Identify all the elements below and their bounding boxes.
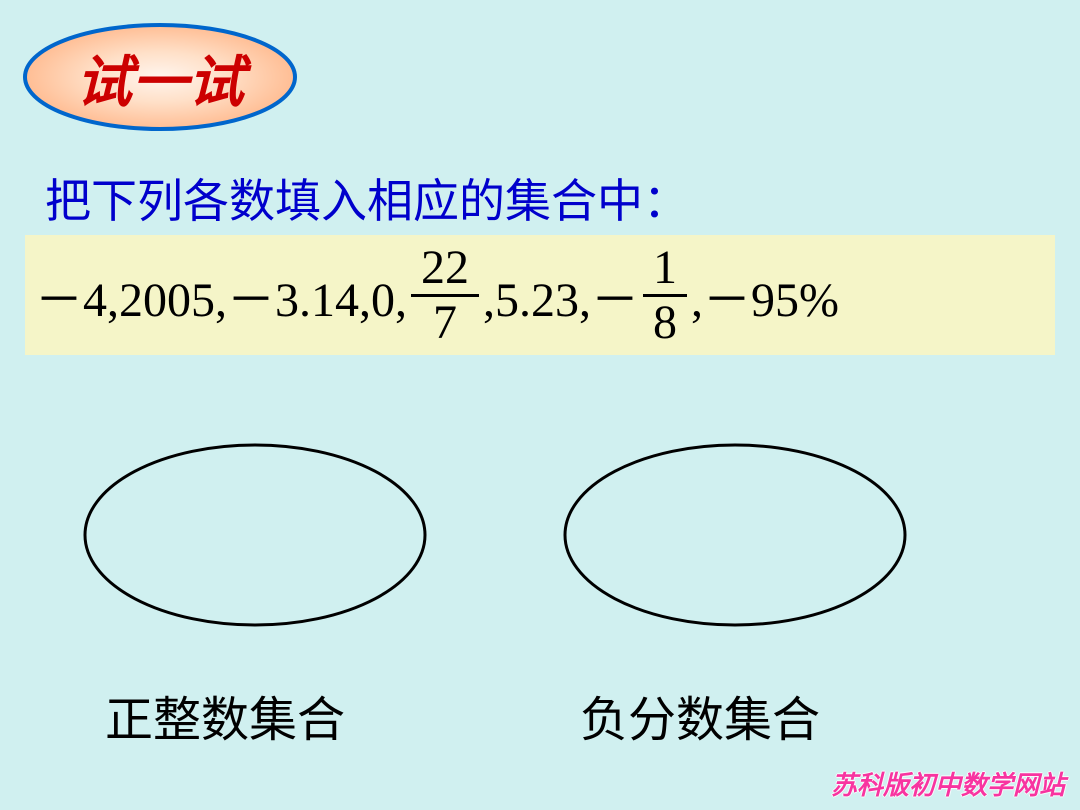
- instruction-text: 把下列各数填入相应的集合中：: [45, 165, 689, 231]
- left-set-ellipse: [80, 440, 430, 630]
- title-badge: 试一试: [20, 20, 300, 135]
- right-set-label: 负分数集合: [580, 680, 820, 750]
- number-list-box: －4,2005,－3.14,0,227,5.23,－18,－95%: [25, 235, 1055, 355]
- right-set-ellipse: [560, 440, 910, 630]
- badge-title-text: 试一试: [76, 37, 244, 118]
- fraction: 18: [643, 244, 687, 347]
- watermark-text: 苏科版初中数学网站: [831, 765, 1065, 802]
- number-list-content: －4,2005,－3.14,0,227,5.23,－18,－95%: [35, 244, 839, 347]
- fraction: 227: [411, 244, 479, 347]
- left-set-label: 正整数集合: [105, 680, 345, 750]
